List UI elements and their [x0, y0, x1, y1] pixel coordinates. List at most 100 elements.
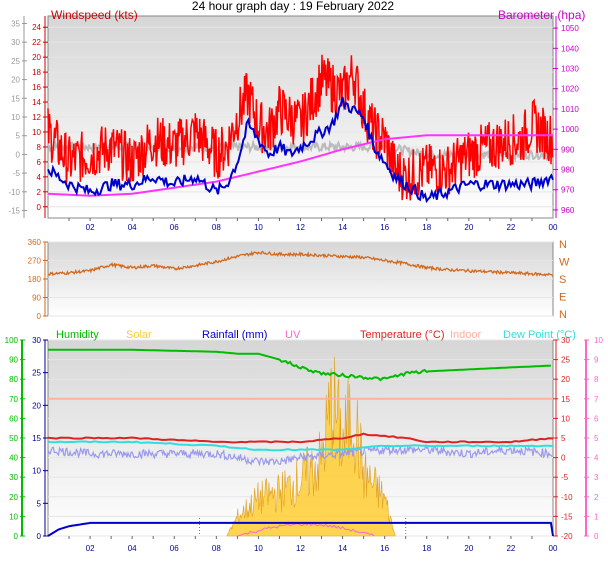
uv-tick-label: 2: [594, 493, 599, 502]
legend-entry: Solar: [126, 329, 152, 341]
temp-x-label: 00: [549, 544, 558, 553]
humidity-tick-label: 0: [14, 532, 19, 541]
temp-tick-label: 25: [561, 356, 570, 365]
uv-tick-label: 5: [594, 434, 599, 443]
baro-tick-label: 1010: [561, 105, 579, 114]
direction-series: [47, 250, 554, 278]
legend-entry: Rainfall (mm): [202, 329, 267, 341]
rainfall-line: [47, 521, 554, 537]
temp-tick-label: -15: [561, 512, 573, 521]
temp-tick-label: 5: [561, 434, 566, 443]
uv-tick-label: 8: [594, 375, 599, 384]
rain-tick-label: 30: [32, 336, 41, 345]
temperature-line: [47, 432, 554, 444]
chart-title: 24 hour graph day : 19 February 2022: [192, 0, 394, 13]
temp-tick-label: 20: [561, 375, 570, 384]
wind-x-label: 04: [128, 223, 137, 232]
uv-tick-label: 3: [594, 473, 599, 482]
wind-grid: [48, 26, 553, 208]
direction-line: [47, 250, 554, 278]
baro-tick-label: 1020: [561, 85, 579, 94]
legend-entry: Indoor: [450, 329, 482, 341]
temp-tick-label: -5: [561, 473, 569, 482]
baro-tick-label: 970: [561, 186, 575, 195]
wind-kts-tick-label: 24: [32, 23, 41, 32]
direction-left-axis: 0 90 180 270 360: [28, 238, 48, 321]
wind-x-label: 10: [254, 223, 263, 232]
wind-outer-tick-label: 15: [11, 94, 20, 103]
avg-wind-line: [47, 96, 554, 204]
baro-tick-label: 990: [561, 145, 575, 154]
wind-kts-tick-label: 14: [32, 98, 41, 107]
wind-x-label: 12: [296, 223, 305, 232]
wind-kts-tick-label: 12: [32, 113, 41, 122]
wind-kts-tick-label: 2: [37, 188, 42, 197]
temp-x-label: 12: [296, 544, 305, 553]
uv-tick-label: 1: [594, 512, 599, 521]
wind-kts-tick-label: 16: [32, 83, 41, 92]
direction-tick-label: 180: [28, 275, 42, 284]
temp-tick-label: 10: [561, 414, 570, 423]
uv-tick-label: 7: [594, 395, 599, 404]
rain-tick-label: 15: [32, 434, 41, 443]
rain-tick-label: 25: [32, 369, 41, 378]
direction-tick-label: 90: [32, 294, 41, 303]
wind-outer-tick-label: 30: [11, 38, 20, 47]
humidity-tick-label: 60: [9, 414, 18, 423]
uv-line: [237, 522, 375, 537]
wind-outer-tick-label: 10: [11, 113, 20, 122]
uv-tick-label: 9: [594, 356, 599, 365]
temp-x-label: 16: [380, 544, 389, 553]
uv-tick-label: 4: [594, 454, 599, 463]
solar-area: [226, 356, 396, 537]
direction-tick-label: 270: [28, 257, 42, 266]
humidity-tick-label: 100: [5, 336, 19, 345]
barometer-line: [47, 134, 553, 197]
rain-tick-label: 20: [32, 401, 41, 410]
wind-x-label: 14: [338, 223, 347, 232]
uv-tick-label: 0: [594, 532, 599, 541]
baro-tick-label: 960: [561, 206, 575, 215]
temp-x-label: 10: [254, 544, 263, 553]
humidity-tick-label: 90: [9, 356, 18, 365]
baro-tick-label: 1050: [561, 24, 579, 33]
compass-label: N: [559, 309, 567, 321]
temp-x-label: 18: [422, 544, 431, 553]
baro-tick-label: 1030: [561, 65, 579, 74]
humidity-tick-label: 70: [9, 395, 18, 404]
wind-outer-tick-label: 35: [11, 19, 20, 28]
wind-kts-tick-label: 20: [32, 53, 41, 62]
legend-entry: UV: [285, 329, 301, 341]
humidity-line: [48, 348, 551, 382]
dew-point-line: [47, 440, 554, 452]
wind-x-label: 08: [212, 223, 221, 232]
rain-tick-label: 5: [37, 499, 42, 508]
humidity-tick-label: 20: [9, 493, 18, 502]
humidity-tick-label: 30: [9, 473, 18, 482]
uv-tick-label: 10: [594, 336, 603, 345]
wind-kts-tick-label: 22: [32, 38, 41, 47]
wind-left-outer-axis: -15 -10 -5 0 5 10 15 20 25 30 35: [8, 16, 27, 218]
compass-label: S: [559, 274, 566, 286]
direction-tick-label: 360: [28, 238, 42, 247]
wind-x-label: 00: [549, 223, 558, 232]
temp-series: [47, 348, 554, 537]
humidity-tick-label: 40: [9, 454, 18, 463]
temp-tick-label: -20: [561, 532, 573, 541]
wind-x-label: 02: [86, 223, 95, 232]
rain-tick-label: 0: [37, 532, 42, 541]
compass-label: W: [559, 257, 570, 269]
wind-kts-tick-label: 18: [32, 68, 41, 77]
temp-left-inner-axis: 0 5 10 15 20 25 30: [32, 336, 48, 541]
temp-right-inner-axis: -20 -15 -10 -5 0 5 10 15 20 25 30: [553, 336, 573, 541]
temp-x-label: 04: [128, 544, 137, 553]
temp-x-label: 14: [338, 544, 347, 553]
wind-kts-tick-label: 10: [32, 128, 41, 137]
wind-outer-tick-label: 5: [16, 132, 21, 141]
baro-right-axis: 960 970 980 990 1000 1010 1020 1030 1040 1050: [553, 16, 579, 218]
temp-tick-label: 30: [561, 336, 570, 345]
